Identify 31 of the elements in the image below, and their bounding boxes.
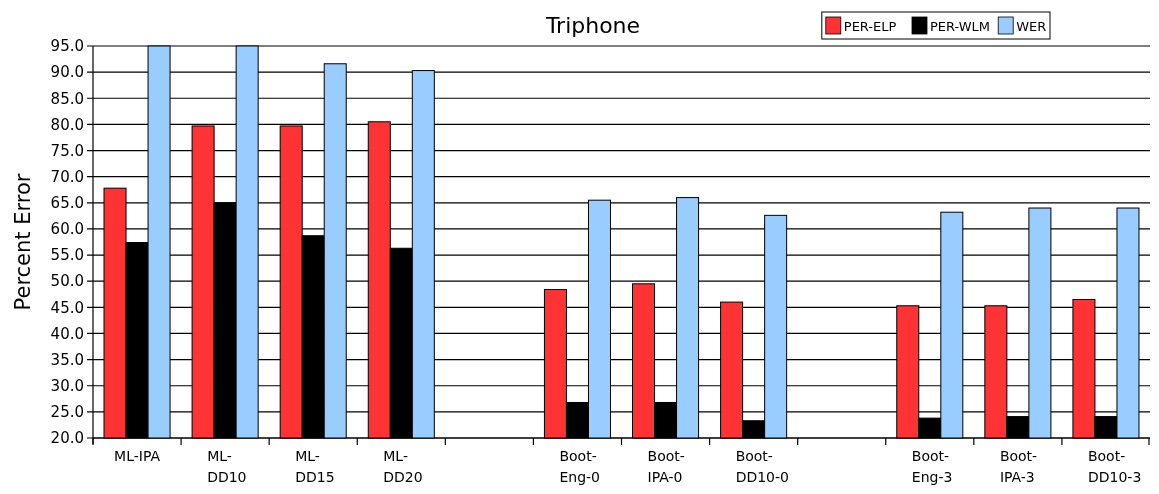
y-tick-label: 25.0 [50, 403, 84, 422]
y-tick-label: 65.0 [50, 194, 84, 213]
y-axis-title: Percent Error [11, 173, 35, 311]
chart-title: Triphone [544, 13, 641, 38]
legend-label: WER [1016, 18, 1047, 34]
y-tick-label: 85.0 [50, 89, 84, 108]
y-tick-label: 70.0 [50, 167, 84, 186]
x-tick-label: Boot-IPA-0 [647, 448, 685, 485]
y-tick-label: 95.0 [50, 37, 84, 56]
y-tick-label: 30.0 [50, 376, 84, 395]
y-tick-label: 20.0 [50, 429, 84, 448]
y-tick-label: 55.0 [50, 246, 84, 265]
x-tick-label: ML-DD20 [383, 448, 423, 485]
x-tick-label: Boot-DD10-0 [735, 448, 789, 485]
x-tick-label: ML-DD10 [207, 448, 247, 485]
y-tick-label: 90.0 [50, 63, 84, 82]
x-tick-label: Boot-Eng-0 [559, 448, 601, 485]
y-tick-label: 80.0 [50, 115, 84, 134]
x-tick-label: Boot-Eng-3 [911, 448, 953, 485]
y-tick-label: 40.0 [50, 324, 84, 343]
y-tick-label: 35.0 [50, 350, 84, 369]
y-tick-label: 50.0 [50, 272, 84, 291]
y-tick-label: 45.0 [50, 298, 84, 317]
x-tick-label: Boot-DD10-3 [1087, 448, 1142, 485]
x-tick-label: Boot-IPA-3 [999, 448, 1038, 485]
x-tick-label: ML-DD15 [295, 448, 335, 485]
y-tick-label: 75.0 [50, 141, 84, 160]
x-tick-label: ML-IPA [114, 448, 161, 464]
legend-label: PER-WLM [930, 18, 991, 34]
legend-label: PER-ELP [843, 18, 897, 34]
y-tick-label: 60.0 [50, 220, 84, 239]
